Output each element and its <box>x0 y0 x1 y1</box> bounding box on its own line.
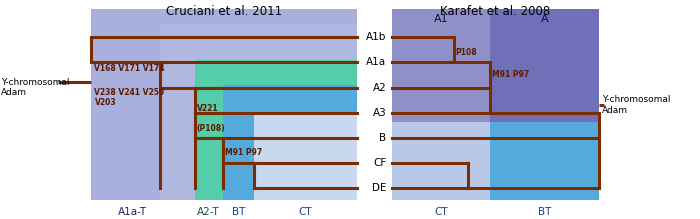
Bar <box>195 60 357 200</box>
Text: V168 V171 V174: V168 V171 V174 <box>94 64 165 74</box>
Text: DE: DE <box>372 183 386 193</box>
Bar <box>91 9 357 200</box>
Text: M91 P97: M91 P97 <box>492 70 529 79</box>
Text: Y-chromosomal
Adam: Y-chromosomal Adam <box>1 78 70 97</box>
Text: A: A <box>540 14 548 24</box>
Text: CT: CT <box>434 207 448 217</box>
Text: CT: CT <box>299 207 312 217</box>
Bar <box>490 122 598 200</box>
Bar <box>490 9 598 122</box>
Text: A1a: A1a <box>366 57 386 67</box>
Text: V221: V221 <box>197 104 218 113</box>
Text: CF: CF <box>373 158 386 168</box>
Text: (P108): (P108) <box>197 124 225 133</box>
Text: Cruciani et al. 2011: Cruciani et al. 2011 <box>166 5 282 18</box>
Text: P108: P108 <box>456 48 477 57</box>
Bar <box>392 9 490 122</box>
Bar <box>160 24 357 200</box>
Text: Y-chromosomal
Adam: Y-chromosomal Adam <box>602 95 671 115</box>
Text: A1b: A1b <box>366 32 386 42</box>
Bar <box>254 112 357 200</box>
Text: BT: BT <box>232 207 245 217</box>
Text: A2: A2 <box>372 83 386 93</box>
Text: B: B <box>379 133 386 143</box>
Text: A1a-T: A1a-T <box>118 207 147 217</box>
Text: V238 V241 V250
V203: V238 V241 V250 V203 <box>94 88 164 107</box>
Bar <box>392 9 490 200</box>
Bar <box>223 85 357 200</box>
Text: A1: A1 <box>434 14 448 24</box>
Text: M91 P97: M91 P97 <box>225 148 262 157</box>
Text: A3: A3 <box>372 108 386 118</box>
Text: A2-T: A2-T <box>197 207 220 217</box>
Text: Karafet et al. 2008: Karafet et al. 2008 <box>440 5 550 18</box>
Text: BT: BT <box>538 207 551 217</box>
